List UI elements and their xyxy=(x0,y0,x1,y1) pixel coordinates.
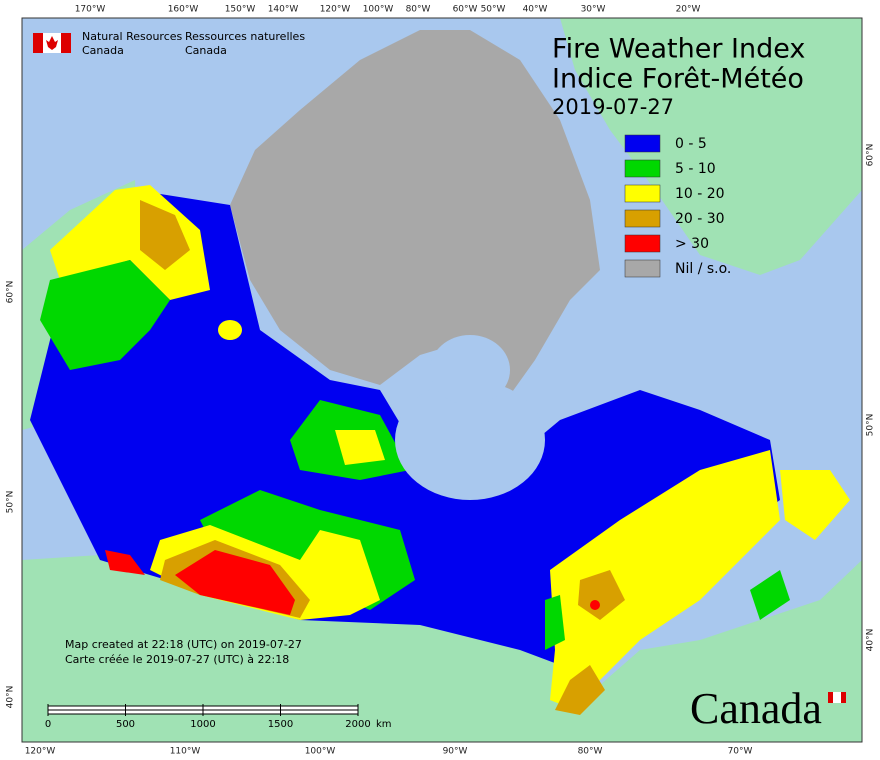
fwi-mid-maritimes xyxy=(750,570,790,620)
fwi-extreme-bc xyxy=(105,550,145,575)
graticule-label: 90°W xyxy=(443,747,468,757)
graticule-label: 100°W xyxy=(363,5,394,15)
scale-label: 1000 xyxy=(190,719,215,730)
graticule-label: 140°W xyxy=(268,5,299,15)
legend-label: 20 - 30 xyxy=(675,211,725,227)
agency-fr: Ressources naturelles xyxy=(185,30,305,43)
graticule-label: 40°W xyxy=(523,5,548,15)
graticule-label: 110°W xyxy=(170,747,201,757)
graticule-label: 70°W xyxy=(728,747,753,757)
fwi-high-east2 xyxy=(555,665,605,715)
agency-en: Natural Resources xyxy=(82,30,183,43)
scale-label: 0 xyxy=(45,719,51,730)
wordmark-flag xyxy=(833,692,841,703)
legend-label: 5 - 10 xyxy=(675,161,716,177)
graticule-label: 80°W xyxy=(578,747,603,757)
hudson-bay xyxy=(395,380,545,500)
fwi-spot xyxy=(218,320,242,340)
graticule-label: 100°W xyxy=(305,747,336,757)
agency-en: Canada xyxy=(82,44,124,57)
fwi-high-nw xyxy=(140,200,190,270)
scale-label: 500 xyxy=(116,719,135,730)
flag-leaf xyxy=(46,36,58,50)
graticule-label: 120°W xyxy=(320,5,351,15)
credit: Carte créée le 2019-07-27 (UTC) à 22:18 xyxy=(65,653,289,666)
fwi-mid-nw xyxy=(40,260,170,370)
title: Fire Weather Index xyxy=(552,34,805,65)
graticule-label: 50°W xyxy=(481,5,506,15)
graticule-label: 60°W xyxy=(453,5,478,15)
fwi-mid-east xyxy=(545,595,565,650)
legend-label: Nil / s.o. xyxy=(675,261,731,277)
flag-bar xyxy=(33,33,43,53)
title-fr: Indice Forêt-Météo xyxy=(552,64,804,95)
graticule-label: 80°W xyxy=(406,5,431,15)
date: 2019-07-27 xyxy=(552,95,674,119)
graticule-label: 50°N xyxy=(866,414,876,437)
graticule-label: 40°N xyxy=(6,686,16,709)
greenland xyxy=(560,18,862,275)
legend-swatch xyxy=(624,159,661,178)
graticule-label: 20°W xyxy=(676,5,701,15)
scale-label: 1500 xyxy=(268,719,293,730)
legend-swatch xyxy=(624,234,661,253)
foxe-basin xyxy=(430,335,510,405)
flag-bar xyxy=(61,33,71,53)
graticule-label: 160°W xyxy=(168,5,199,15)
graticule-label: 60°N xyxy=(6,281,16,304)
fwi-moderate-east xyxy=(550,450,780,710)
legend-swatch xyxy=(624,184,661,203)
graticule-label: 40°N xyxy=(866,629,876,652)
graticule-label: 30°W xyxy=(581,5,606,15)
frame xyxy=(21,17,863,743)
graticule-label: 60°N xyxy=(866,144,876,167)
legend-label: > 30 xyxy=(675,236,709,252)
scale-label: 2000 xyxy=(345,719,370,730)
legend-swatch xyxy=(624,134,661,153)
scale-unit: km xyxy=(376,719,392,730)
fwi-extreme xyxy=(175,550,295,615)
graticule-label: 170°W xyxy=(75,5,106,15)
graticule-label: 120°W xyxy=(25,747,56,757)
legend-swatch xyxy=(624,259,661,278)
legend-label: 10 - 20 xyxy=(675,186,725,202)
fwi-moderate-nfld xyxy=(780,470,850,540)
graticule-label: 150°W xyxy=(225,5,256,15)
legend-swatch xyxy=(624,209,661,228)
legend-label: 0 - 5 xyxy=(675,136,707,152)
fwi-spot xyxy=(590,600,600,610)
credit: Map created at 22:18 (UTC) on 2019-07-27 xyxy=(65,638,302,651)
wordmark: Canada xyxy=(690,684,822,733)
agency-fr: Canada xyxy=(185,44,227,57)
fwi-moderate-central xyxy=(335,430,385,465)
arctic-no-data xyxy=(230,30,600,395)
fwi-high-east xyxy=(578,570,625,620)
graticule-label: 50°N xyxy=(6,491,16,514)
